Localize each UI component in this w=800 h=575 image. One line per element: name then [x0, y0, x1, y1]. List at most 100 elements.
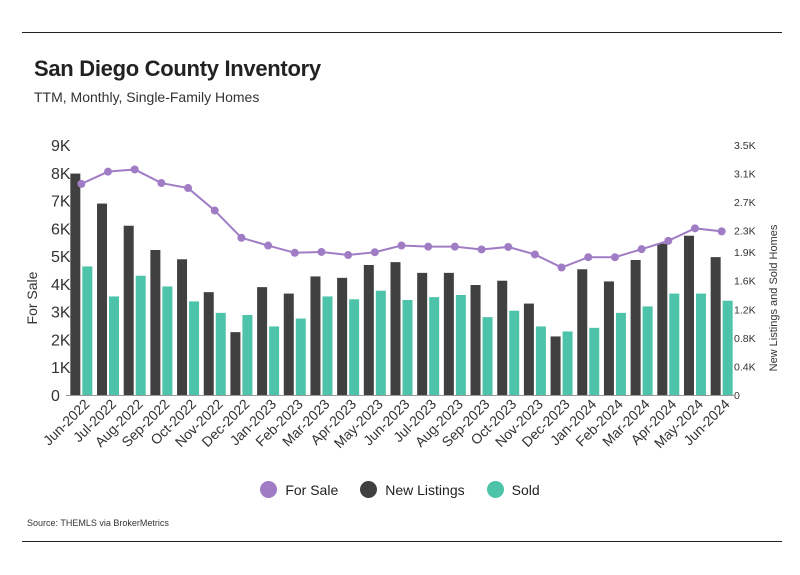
for-sale-point	[477, 245, 486, 254]
legend-item-for-sale[interactable]: For Sale	[260, 481, 338, 498]
top-rule	[22, 32, 782, 33]
new-listings-bar	[123, 225, 134, 395]
new-listings-bar	[417, 272, 428, 395]
left-axis-tick-label: 1K	[51, 360, 71, 377]
for-sale-point	[504, 242, 513, 251]
right-axis-tick-label: 2.3K	[734, 226, 756, 238]
sold-bar	[535, 326, 546, 395]
new-listings-bar	[363, 265, 374, 395]
left-axis-tick-label: 3K	[51, 305, 71, 322]
chart-subtitle: TTM, Monthly, Single-Family Homes	[34, 89, 260, 105]
sold-bar	[295, 318, 306, 395]
right-axis-tick-label: 3.1K	[734, 169, 756, 181]
left-axis-tick-label: 5K	[51, 249, 71, 266]
sold-bar	[722, 300, 733, 395]
sold-bar	[135, 275, 146, 395]
legend-item-sold[interactable]: Sold	[486, 481, 540, 498]
right-axis-tick-label: 3.5K	[734, 140, 756, 152]
right-axis-tick-label: 0.8K	[734, 333, 756, 345]
new-listings-legend-dot	[360, 481, 378, 498]
for-sale-point	[264, 241, 273, 250]
for-sale-point	[104, 167, 113, 176]
for-sale-point	[77, 179, 86, 188]
new-listings-bar	[283, 293, 294, 395]
left-axis-tick-label: 6K	[51, 221, 71, 238]
new-listings-bar	[310, 276, 321, 395]
sold-bar	[695, 293, 706, 395]
new-listings-bar	[230, 332, 241, 395]
sold-bar	[642, 306, 653, 395]
for-sale-point	[450, 242, 459, 251]
sold-bar	[669, 293, 680, 395]
left-axis-tick-label: 2K	[51, 332, 71, 349]
sold-bar	[162, 286, 173, 395]
sold-bar	[215, 312, 226, 395]
for-sale-point	[530, 250, 539, 259]
for-sale-point	[397, 241, 406, 250]
new-listings-bar	[603, 281, 614, 395]
sold-bar	[455, 295, 466, 395]
new-listings-bar	[390, 262, 401, 395]
left-axis-tick-label: 8K	[51, 166, 71, 183]
new-listings-bar	[150, 250, 161, 395]
right-axis-tick-label: 1.2K	[734, 304, 756, 316]
sold-bar	[349, 299, 360, 395]
sold-legend-dot	[486, 481, 504, 498]
sold-bar	[509, 310, 520, 395]
legend-label-new-listings: New Listings	[385, 481, 465, 498]
left-axis-tick-label: 9K	[51, 138, 71, 155]
sold-bar	[82, 266, 93, 395]
legend: For Sale New Listings Sold	[0, 481, 800, 498]
right-axis-tick-label: 0	[734, 390, 740, 402]
for-sale-point	[344, 251, 353, 259]
for-sale-point	[370, 248, 379, 257]
legend-label-for-sale: For Sale	[285, 481, 339, 498]
new-listings-bar	[630, 260, 641, 395]
right-axis-title: New Listings and Sold Homes	[768, 224, 780, 371]
chart-title: San Diego County Inventory	[34, 56, 321, 81]
for-sale-point	[584, 253, 593, 262]
sold-bar	[109, 296, 120, 395]
right-axis-tick-label: 1.9K	[734, 247, 756, 259]
new-listings-bar	[657, 243, 668, 395]
for-sale-point	[664, 236, 673, 245]
legend-label-sold: Sold	[511, 481, 540, 498]
sold-bar	[482, 317, 493, 395]
sold-bar	[242, 315, 253, 395]
bottom-rule	[22, 541, 782, 542]
sold-bar	[375, 290, 386, 395]
sold-bar	[589, 327, 600, 395]
new-listings-bar	[497, 280, 508, 395]
new-listings-bar	[70, 173, 81, 395]
new-listings-bar	[470, 285, 481, 395]
new-listings-bar	[523, 303, 534, 395]
for-sale-point	[130, 165, 139, 174]
sold-bar	[562, 331, 573, 395]
sold-bar	[322, 296, 333, 395]
new-listings-bar	[257, 287, 268, 395]
sold-bar	[269, 326, 280, 395]
for-sale-line	[80, 168, 722, 269]
new-listings-bar	[337, 277, 348, 395]
for-sale-point	[690, 224, 699, 233]
for-sale-point	[157, 179, 166, 188]
right-axis-tick-label: 0.4K	[734, 361, 756, 373]
for-sale-point	[210, 206, 219, 215]
left-axis-title: For Sale	[24, 271, 40, 324]
new-listings-bar	[177, 259, 188, 395]
left-axis-tick-label: 7K	[51, 194, 71, 211]
new-listings-bar	[97, 203, 108, 395]
for-sale-point	[610, 253, 619, 262]
for-sale-point	[317, 247, 326, 256]
sold-bar	[189, 301, 200, 395]
source-note: Source: THEMLS via BrokerMetrics	[27, 518, 169, 528]
for-sale-point	[237, 233, 246, 242]
right-axis-tick-label: 2.7K	[734, 197, 756, 209]
sold-bar	[429, 297, 440, 395]
right-axis-tick-label: 1.6K	[734, 276, 756, 288]
for-sale-point	[184, 184, 193, 193]
legend-item-new-listings[interactable]: New Listings	[360, 481, 465, 498]
sold-bar	[615, 312, 626, 395]
for-sale-point	[424, 242, 433, 251]
